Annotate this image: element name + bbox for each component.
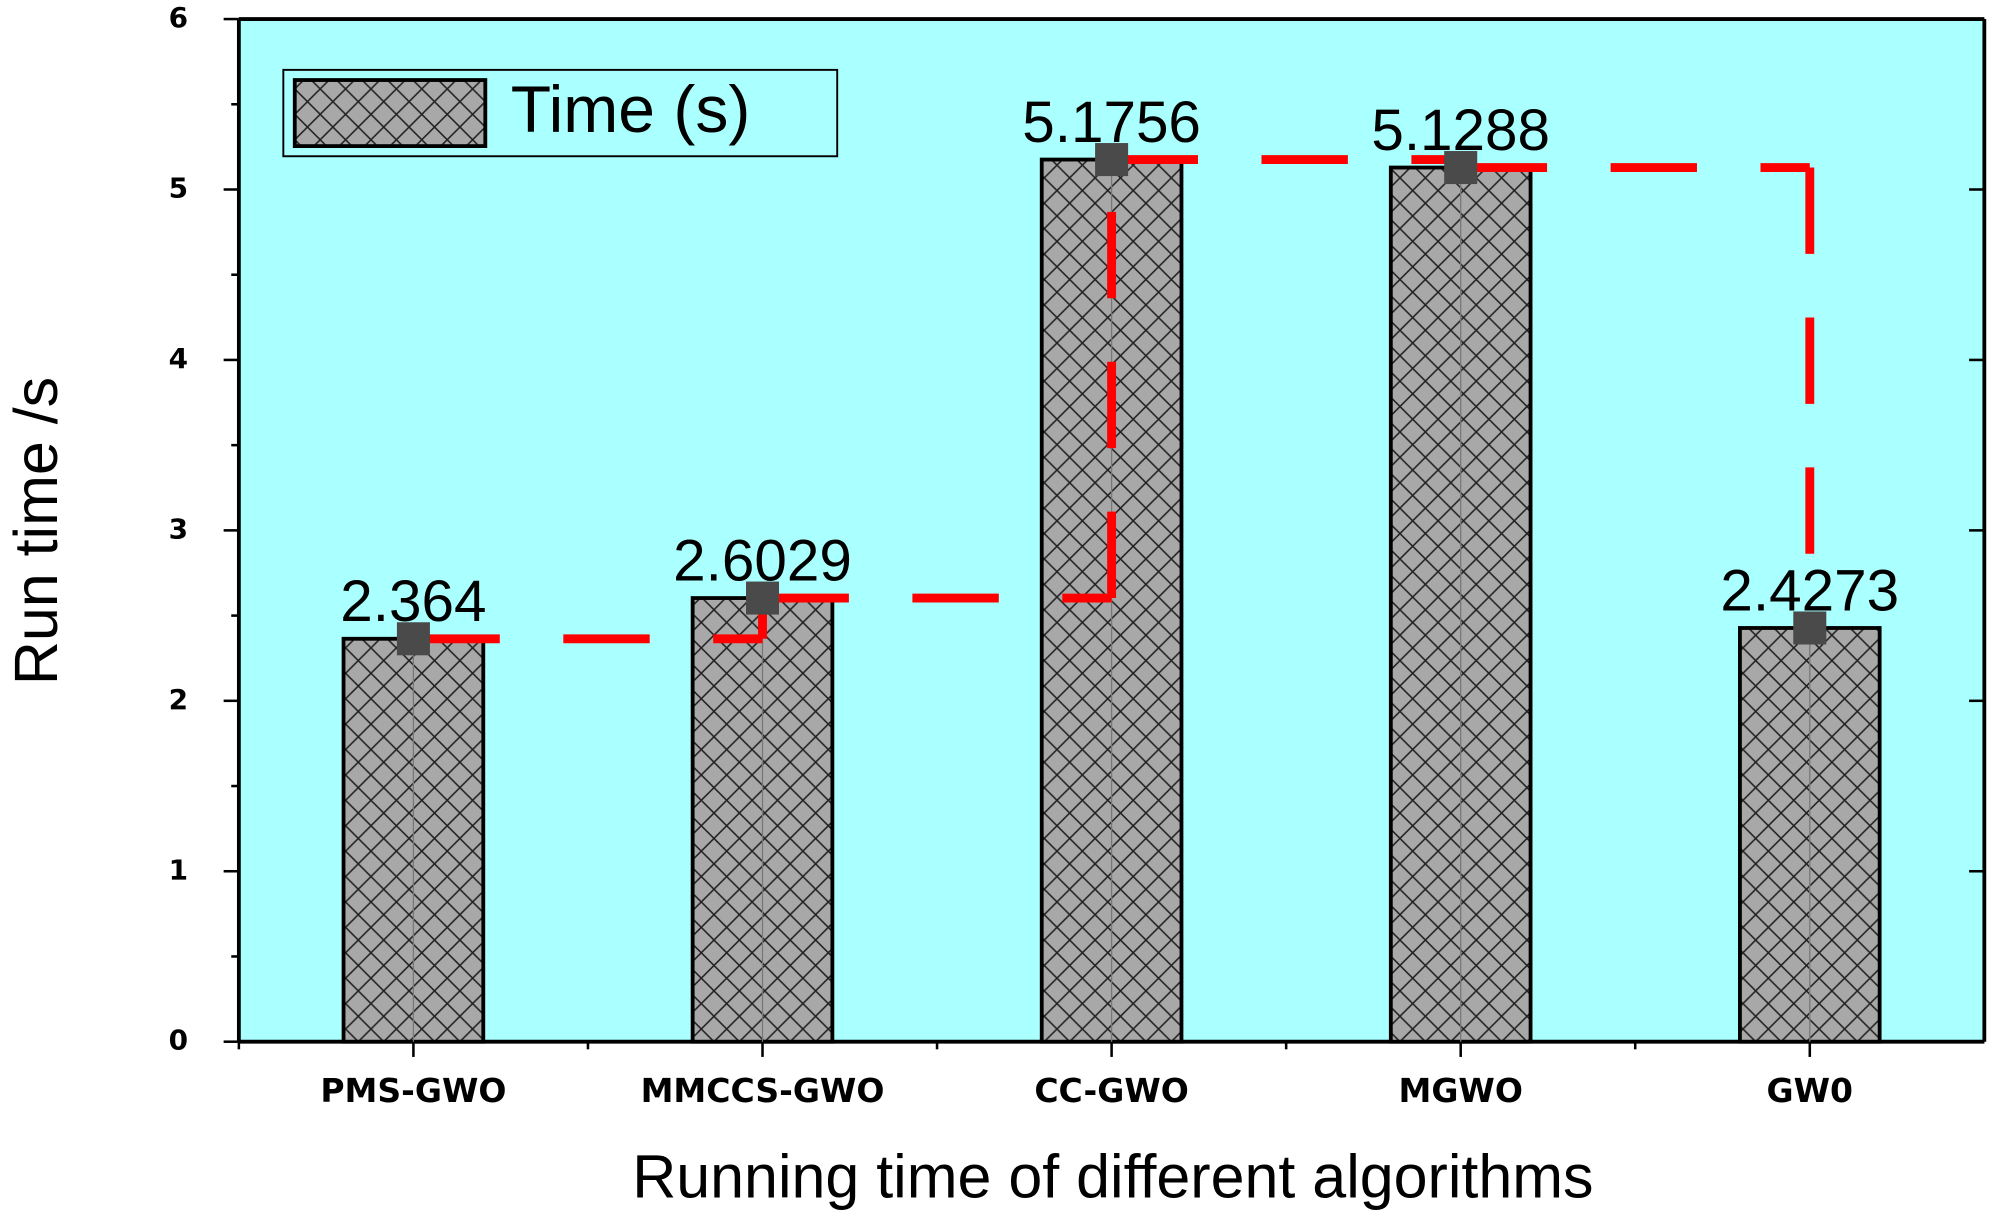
value-label: 2.4273: [1720, 558, 1899, 623]
x-tick-label: MGWO: [1398, 1071, 1522, 1110]
y-axis-label: Run time /s: [2, 377, 70, 685]
y-tick-label: 2: [169, 683, 188, 716]
marker: [1444, 151, 1478, 185]
y-tick-label: 3: [169, 512, 188, 545]
x-axis-label: Running time of different algorithms: [632, 1143, 1593, 1211]
y-tick-label: 0: [169, 1024, 188, 1057]
marker: [745, 581, 780, 615]
marker: [1095, 143, 1129, 177]
x-tick-label: MMCCS-GWO: [641, 1071, 885, 1110]
y-tick-label: 1: [169, 853, 188, 886]
value-label: 2.364: [340, 569, 486, 634]
value-label: 2.6029: [673, 528, 852, 593]
x-tick-label: PMS-GWO: [320, 1071, 506, 1110]
x-tick-label: CC-GWO: [1034, 1071, 1189, 1110]
legend-label: Time (s): [511, 72, 751, 146]
y-tick-label: 4: [169, 342, 188, 375]
marker: [396, 622, 430, 656]
y-tick-label: 5: [169, 171, 188, 204]
legend-swatch: [292, 78, 488, 148]
value-label: 5.1756: [1022, 90, 1201, 155]
x-tick-label: GW0: [1767, 1071, 1853, 1110]
y-tick-label: 6: [169, 1, 188, 34]
marker: [1793, 611, 1827, 645]
legend-box: [282, 68, 839, 158]
value-label: 5.1288: [1371, 98, 1550, 163]
